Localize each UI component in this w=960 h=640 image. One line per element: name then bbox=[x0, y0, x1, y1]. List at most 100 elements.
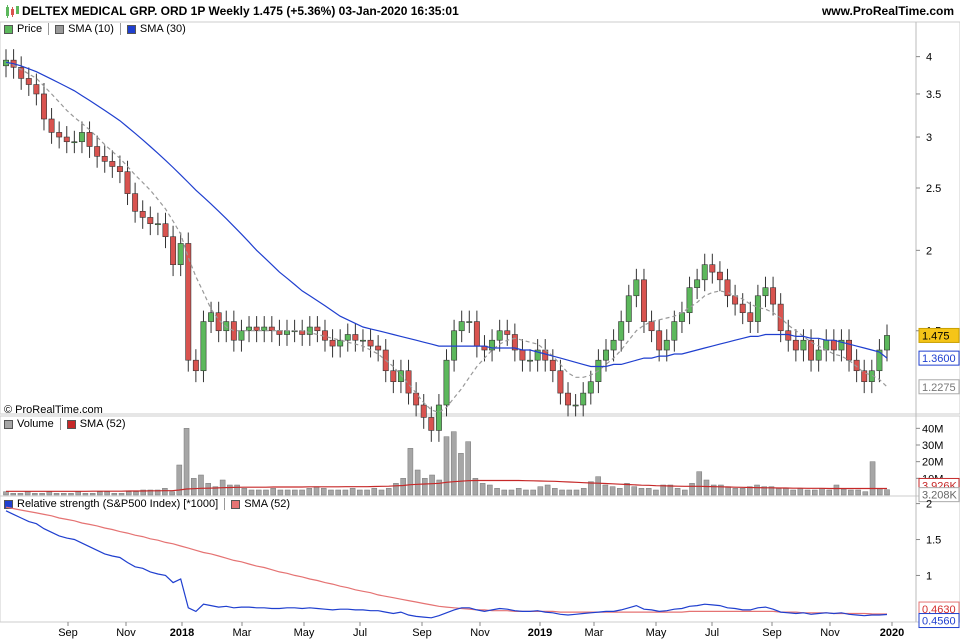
sma30-value-tag-box bbox=[918, 350, 960, 366]
x-tick-label: Nov bbox=[470, 627, 490, 639]
volume-bar bbox=[653, 489, 659, 496]
candle-body bbox=[511, 334, 518, 351]
volume-bar bbox=[104, 491, 110, 496]
candle-body bbox=[56, 132, 63, 138]
x-tick-label: Nov bbox=[820, 627, 840, 639]
candle-body bbox=[754, 295, 761, 322]
candle-body bbox=[375, 345, 382, 351]
volume-bar bbox=[53, 493, 60, 496]
x-tick-label: May bbox=[646, 627, 667, 639]
legend-separator bbox=[48, 23, 50, 35]
volume-bar bbox=[725, 486, 731, 496]
candle-body bbox=[884, 335, 890, 351]
candle-body bbox=[830, 339, 837, 351]
legend-separator bbox=[224, 498, 226, 510]
volume-bar bbox=[588, 481, 594, 496]
volume-value-tag-box bbox=[918, 487, 960, 503]
volume-bar bbox=[747, 486, 753, 496]
volume-bar bbox=[761, 486, 768, 496]
volume-legend-item[interactable]: SMA (52) bbox=[66, 418, 126, 430]
chart-header: DELTEX MEDICAL GRP. ORD 1P Weekly 1.475 … bbox=[0, 0, 960, 22]
candle-body bbox=[473, 321, 480, 347]
candle-body bbox=[154, 223, 161, 226]
legend-label: SMA (52) bbox=[79, 418, 126, 430]
x-tick-label: Sep bbox=[412, 627, 432, 639]
candle-body bbox=[762, 287, 769, 297]
candle-body bbox=[124, 171, 131, 194]
price-legend: Price SMA (10) SMA (30) bbox=[4, 22, 192, 36]
rs-y-tick-label: 1.5 bbox=[926, 535, 941, 547]
volume-bar bbox=[732, 488, 739, 496]
candle-body bbox=[610, 339, 617, 351]
volume-bar bbox=[263, 489, 269, 496]
price-y-tick-label: 2 bbox=[926, 245, 932, 257]
volume-bar bbox=[768, 486, 775, 496]
volume-bar bbox=[133, 491, 139, 496]
volume-bar bbox=[602, 484, 609, 496]
price-legend-item[interactable]: SMA (10) bbox=[55, 23, 114, 35]
candle-body bbox=[314, 326, 321, 332]
candle-body bbox=[33, 84, 40, 95]
volume-bar bbox=[862, 491, 869, 496]
price-y-tick-label: 3 bbox=[926, 132, 932, 144]
price-legend-item[interactable]: Price bbox=[4, 23, 42, 35]
candle-body bbox=[701, 264, 708, 281]
volume-bar bbox=[812, 489, 818, 496]
volume-legend-item[interactable]: Volume bbox=[4, 418, 54, 430]
candle-body bbox=[253, 326, 260, 332]
candle-body bbox=[656, 330, 663, 351]
chart-title: DELTEX MEDICAL GRP. ORD 1P Weekly 1.475 … bbox=[22, 4, 459, 18]
sma10-value-tag-box bbox=[918, 379, 960, 395]
legend-label: SMA (30) bbox=[139, 23, 186, 35]
price-y-tick-label: 3.5 bbox=[926, 89, 941, 101]
volume-bar bbox=[10, 493, 16, 496]
volume-bar bbox=[118, 493, 125, 496]
volume-bar bbox=[422, 478, 428, 496]
volume-bar bbox=[407, 448, 414, 496]
volume-bar bbox=[313, 486, 320, 496]
volume-bar bbox=[855, 489, 861, 496]
rs-sma-tag: 0.4630 bbox=[922, 604, 956, 616]
rs-legend-item[interactable]: SMA (52) bbox=[231, 498, 290, 510]
candle-body bbox=[109, 161, 116, 167]
volume-bar bbox=[227, 484, 233, 496]
volume-bar bbox=[783, 488, 789, 496]
candle-body bbox=[709, 264, 716, 273]
volume-bar bbox=[125, 491, 132, 496]
price-panel-frame bbox=[0, 21, 960, 415]
last-price-tag: 1.475 bbox=[922, 330, 950, 342]
volume-y-tick-label: 30M bbox=[922, 440, 943, 452]
volume-bar bbox=[754, 484, 760, 496]
volume-bar bbox=[169, 491, 175, 496]
volume-bar bbox=[479, 483, 486, 496]
candle-body bbox=[519, 349, 526, 361]
rs-legend: Relative strength (S&P500 Index) [*1000]… bbox=[4, 497, 296, 511]
candle-body bbox=[208, 312, 215, 322]
rs-value-tag: 0.4560 bbox=[922, 616, 956, 628]
site-link[interactable]: www.ProRealTime.com bbox=[821, 4, 954, 18]
candle-body bbox=[397, 370, 404, 382]
volume-bar bbox=[544, 484, 551, 496]
volume-bar bbox=[111, 493, 118, 496]
legend-label: Price bbox=[17, 23, 43, 35]
candle-body bbox=[116, 166, 123, 173]
volume-bar bbox=[190, 478, 197, 496]
candle-body bbox=[192, 359, 199, 372]
candle-body bbox=[876, 349, 883, 372]
volume-bar bbox=[3, 491, 9, 496]
candle-body bbox=[587, 381, 594, 394]
sma10-line bbox=[5, 61, 888, 414]
candle-body bbox=[268, 326, 275, 332]
rs-y-tick-label: 1 bbox=[926, 570, 932, 582]
volume-bar bbox=[609, 486, 616, 496]
volume-bar bbox=[501, 489, 508, 496]
volume-legend: Volume SMA (52) bbox=[4, 417, 132, 431]
volume-bar bbox=[667, 484, 674, 496]
price-legend-item[interactable]: SMA (30) bbox=[126, 23, 186, 35]
copyright-text: © ProRealTime.com bbox=[4, 404, 103, 416]
volume-sma-line bbox=[6, 479, 887, 492]
volume-bar bbox=[241, 488, 248, 496]
volume-bar bbox=[624, 483, 630, 496]
volume-bar bbox=[68, 493, 74, 496]
